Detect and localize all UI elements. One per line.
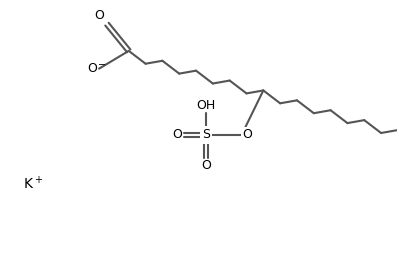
Text: K: K <box>24 178 33 191</box>
Text: S: S <box>202 129 210 142</box>
Text: OH: OH <box>196 99 215 112</box>
Text: O: O <box>87 62 97 75</box>
Text: O: O <box>172 129 182 142</box>
Text: O: O <box>94 9 104 22</box>
Text: −: − <box>98 60 106 70</box>
Text: +: + <box>34 174 42 184</box>
Text: O: O <box>201 159 211 172</box>
Text: O: O <box>243 129 253 142</box>
